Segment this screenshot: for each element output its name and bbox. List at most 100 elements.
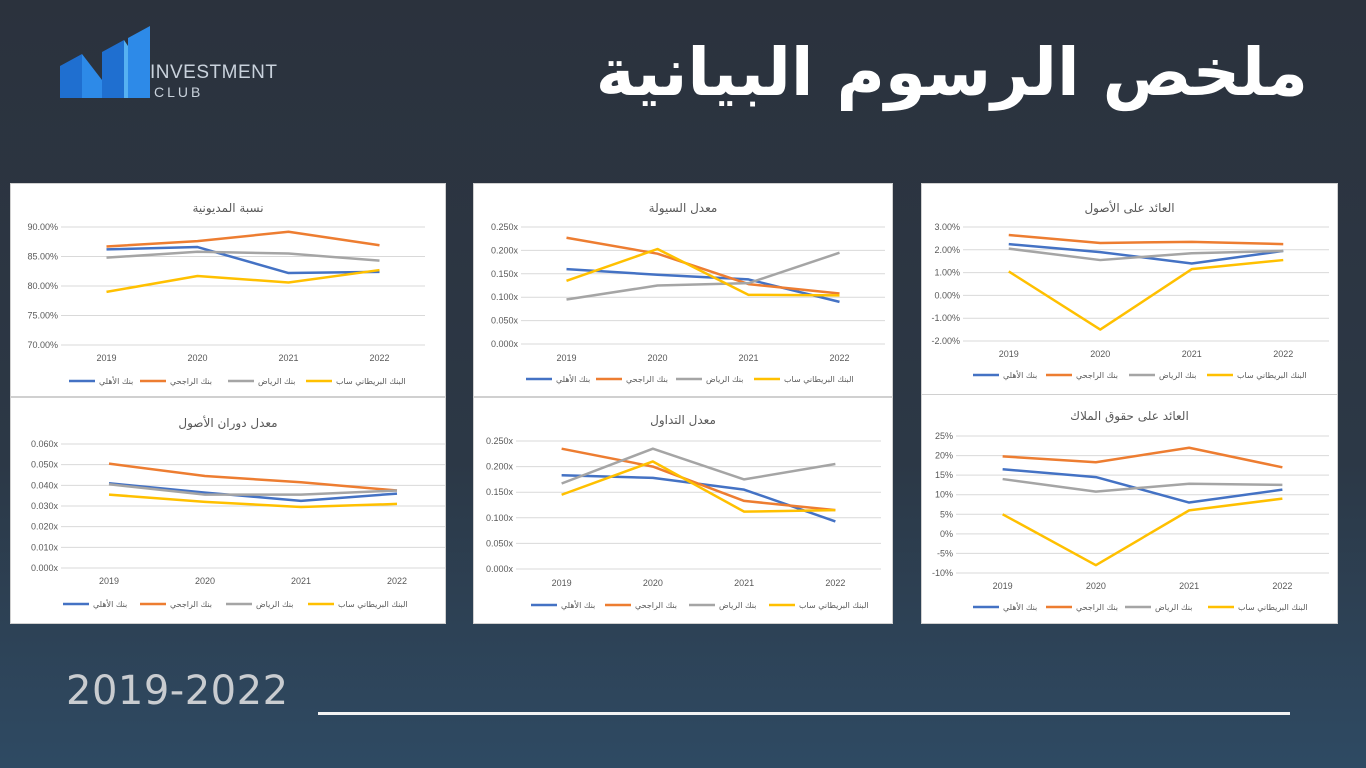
y-tick-label: 0.150x bbox=[491, 269, 519, 279]
y-tick-label: 0.010x bbox=[31, 542, 59, 552]
chart-card-asset-turnover: معدل دوران الأصول 0.000x 0.010x 0.020x 0.030… bbox=[10, 397, 446, 624]
chart-return-on-assets: العائد على الأصول -2.00% -1.00% 0.00% 1.00% 2… bbox=[931, 200, 1329, 380]
legend-label: بنك الراجحي bbox=[626, 375, 668, 384]
y-tick-label: 0.100x bbox=[491, 292, 519, 302]
x-tick-label: 2020 bbox=[643, 578, 663, 588]
y-tick-label: 0.040x bbox=[31, 480, 59, 490]
y-tick-label: 80.00% bbox=[27, 281, 58, 291]
legend-label: بنك الراجحي bbox=[635, 601, 677, 610]
chart-card-current-ratio: معدل التداول 0.000x 0.050x 0.100x 0.150x 0.20… bbox=[473, 397, 893, 624]
page-title: ملخص الرسوم البيانية bbox=[595, 34, 1308, 111]
x-tick-label: 2021 bbox=[278, 353, 298, 363]
x-tick-label: 2019 bbox=[993, 581, 1013, 591]
x-tick-label: 2019 bbox=[99, 576, 119, 586]
series-line-3 bbox=[106, 250, 380, 262]
y-tick-label: 0.050x bbox=[486, 538, 514, 548]
legend-label: بنك الراجحي bbox=[1076, 371, 1118, 380]
chart-debt-ratio: نسبة المديونية 70.00% 75.00% 80.00% 85.00% 90… bbox=[27, 201, 425, 386]
chart-title: معدل السيولة bbox=[649, 201, 718, 216]
series-line-4 bbox=[1002, 497, 1283, 567]
chart-return-on-equity: العائد على حقوق الملاك -10% -5% 0% 5% 10% 15% 2… bbox=[932, 409, 1329, 612]
y-tick-label: 1.00% bbox=[934, 268, 960, 278]
series-line-4 bbox=[566, 247, 840, 297]
y-tick-label: 0.150x bbox=[486, 487, 514, 497]
y-tick-label: 0.000x bbox=[486, 564, 514, 574]
legend-label: البنك البريطاني ساب bbox=[336, 377, 406, 386]
chart-title: العائد على الأصول bbox=[1084, 200, 1174, 216]
y-tick-label: 0.060x bbox=[31, 439, 59, 449]
legend-label: بنك الأهلي bbox=[556, 374, 590, 384]
series-line-3 bbox=[1008, 247, 1284, 262]
chart-asset-turnover: معدل دوران الأصول 0.000x 0.010x 0.020x 0.030… bbox=[31, 415, 445, 609]
y-tick-label: 2.00% bbox=[934, 245, 960, 255]
x-tick-label: 2019 bbox=[556, 353, 576, 363]
y-tick-label: 0.000x bbox=[31, 563, 59, 573]
x-tick-label: 2022 bbox=[387, 576, 407, 586]
y-tick-label: 0.200x bbox=[491, 245, 519, 255]
x-tick-label: 2022 bbox=[1272, 581, 1292, 591]
x-tick-label: 2021 bbox=[734, 578, 754, 588]
series-line-3 bbox=[108, 483, 398, 496]
series-line-1 bbox=[108, 482, 398, 503]
legend-label: البنك البريطاني ساب bbox=[1238, 603, 1308, 612]
x-tick-label: 2022 bbox=[829, 353, 849, 363]
chart-title: معدل دوران الأصول bbox=[178, 415, 277, 431]
chart-card-liquidity: معدل السيولة 0.000x 0.050x 0.100x 0.150x 0.20… bbox=[473, 183, 893, 397]
y-tick-label: 0.020x bbox=[31, 522, 59, 532]
chart-current-ratio: معدل التداول 0.000x 0.050x 0.100x 0.150x 0.20… bbox=[486, 413, 881, 610]
legend-label: بنك الرياض bbox=[1155, 603, 1192, 612]
x-tick-label: 2021 bbox=[291, 576, 311, 586]
y-tick-label: 0% bbox=[940, 529, 953, 539]
footer-divider bbox=[318, 712, 1290, 715]
series-line-2 bbox=[106, 230, 380, 248]
y-tick-label: 70.00% bbox=[27, 340, 58, 350]
y-tick-label: 3.00% bbox=[934, 222, 960, 232]
x-tick-label: 2021 bbox=[738, 353, 758, 363]
series-line-2 bbox=[561, 447, 836, 512]
y-tick-label: 0.030x bbox=[31, 501, 59, 511]
y-tick-label: -1.00% bbox=[931, 313, 960, 323]
series-line-2 bbox=[1002, 446, 1283, 469]
legend-label: بنك الأهلي bbox=[561, 600, 595, 610]
y-tick-label: 0.250x bbox=[491, 222, 519, 232]
x-tick-label: 2020 bbox=[1086, 581, 1106, 591]
y-tick-label: 15% bbox=[935, 470, 953, 480]
year-range: 2019-2022 bbox=[66, 668, 289, 714]
x-tick-label: 2020 bbox=[195, 576, 215, 586]
chart-title: معدل التداول bbox=[650, 413, 716, 428]
legend-label: بنك الراجحي bbox=[170, 377, 212, 386]
y-tick-label: 0.050x bbox=[31, 460, 59, 470]
y-tick-label: 90.00% bbox=[27, 222, 58, 232]
y-tick-label: 20% bbox=[935, 451, 953, 461]
x-tick-label: 2019 bbox=[999, 349, 1019, 359]
series-line-1 bbox=[561, 474, 836, 523]
y-tick-label: -10% bbox=[932, 568, 953, 578]
series-line-1 bbox=[106, 245, 380, 275]
legend-label: بنك الرياض bbox=[706, 375, 743, 384]
y-tick-label: 0.000x bbox=[491, 339, 519, 349]
legend-label: بنك الأهلي bbox=[93, 599, 127, 609]
series-line-2 bbox=[566, 236, 840, 295]
logo-text-club: CLUB bbox=[154, 84, 204, 100]
x-tick-label: 2022 bbox=[1273, 349, 1293, 359]
legend-label: بنك الأهلي bbox=[99, 376, 133, 386]
x-tick-label: 2019 bbox=[552, 578, 572, 588]
x-tick-label: 2020 bbox=[187, 353, 207, 363]
legend-label: بنك الراجحي bbox=[1076, 603, 1118, 612]
series-line-2 bbox=[108, 462, 398, 492]
chart-card-debt-ratio: نسبة المديونية 70.00% 75.00% 80.00% 85.00% 90… bbox=[10, 183, 446, 397]
legend-label: بنك الرياض bbox=[258, 377, 295, 386]
chart-liquidity-ratio: معدل السيولة 0.000x 0.050x 0.100x 0.150x 0.20… bbox=[491, 201, 885, 384]
legend-label: البنك البريطاني ساب bbox=[799, 601, 869, 610]
logo-text-investment: INVESTMENT bbox=[150, 62, 278, 83]
chart-title: العائد على حقوق الملاك bbox=[1070, 409, 1189, 424]
series-line-4 bbox=[561, 460, 836, 513]
series-line-1 bbox=[566, 267, 840, 304]
y-tick-label: 10% bbox=[935, 490, 953, 500]
chart-card-roa: العائد على الأصول -2.00% -1.00% 0.00% 1.00% 2… bbox=[921, 183, 1338, 395]
series-line-4 bbox=[108, 493, 398, 509]
y-tick-label: -5% bbox=[937, 548, 953, 558]
series-line-4 bbox=[1008, 258, 1284, 331]
series-line-2 bbox=[1008, 233, 1284, 246]
legend-label: بنك الرياض bbox=[719, 601, 756, 610]
